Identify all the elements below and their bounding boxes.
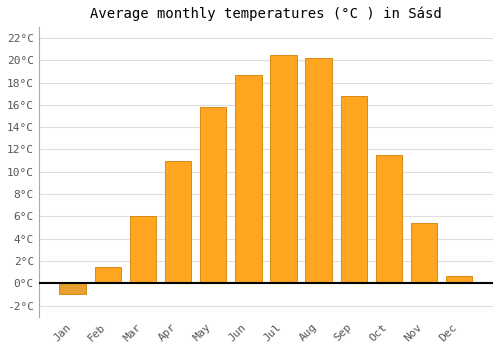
- Bar: [130, 216, 156, 284]
- Bar: [60, 284, 86, 294]
- Bar: [235, 75, 262, 284]
- Bar: [165, 161, 191, 284]
- Bar: [94, 267, 121, 284]
- Bar: [306, 58, 332, 284]
- Bar: [200, 107, 226, 284]
- Bar: [411, 223, 438, 284]
- Bar: [446, 275, 472, 284]
- Bar: [340, 96, 367, 284]
- Bar: [270, 55, 296, 284]
- Title: Average monthly temperatures (°C ) in Sásd: Average monthly temperatures (°C ) in Sá…: [90, 7, 442, 21]
- Bar: [376, 155, 402, 284]
